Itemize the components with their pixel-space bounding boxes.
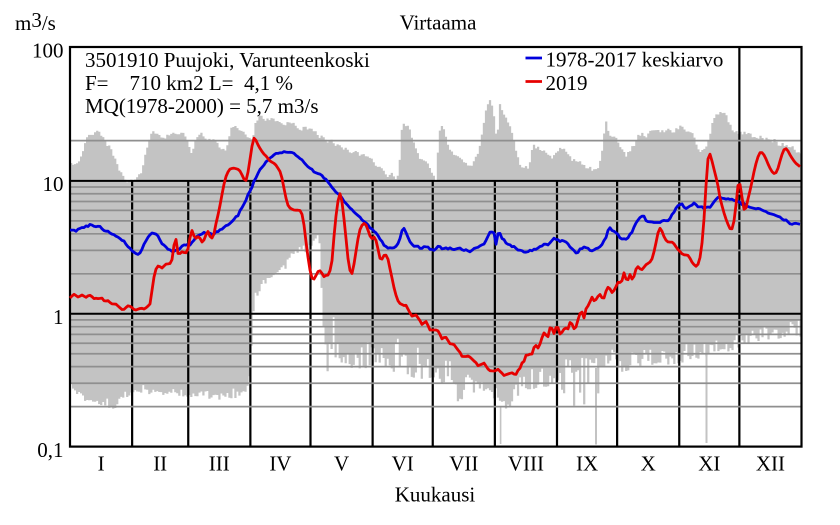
svg-text:Kuukausi: Kuukausi: [395, 483, 476, 507]
svg-text:2019: 2019: [546, 71, 588, 95]
svg-text:MQ(1978-2000) = 5,7 m3/s: MQ(1978-2000) = 5,7 m3/s: [85, 94, 319, 118]
svg-text:XII: XII: [756, 452, 785, 476]
svg-text:3501910 Puujoki, Varunteenkosk: 3501910 Puujoki, Varunteenkoski: [85, 48, 370, 72]
svg-text:0,1: 0,1: [37, 438, 63, 462]
svg-text:IX: IX: [576, 452, 598, 476]
svg-text:X: X: [641, 452, 656, 476]
svg-text:m3/s: m3/s: [15, 8, 56, 35]
svg-text:1: 1: [53, 305, 64, 329]
svg-text:100: 100: [32, 39, 64, 63]
svg-text:III: III: [209, 452, 230, 476]
svg-text:I: I: [98, 452, 105, 476]
svg-text:10: 10: [43, 172, 64, 196]
svg-text:1978-2017 keskiarvo: 1978-2017 keskiarvo: [546, 48, 724, 72]
svg-text:VI: VI: [392, 452, 414, 476]
svg-text:Virtaama: Virtaama: [400, 11, 478, 35]
svg-text:VIII: VIII: [508, 452, 544, 476]
svg-text:II: II: [153, 452, 167, 476]
svg-text:V: V: [334, 452, 349, 476]
svg-text:IV: IV: [269, 452, 291, 476]
svg-text:XI: XI: [698, 452, 720, 476]
svg-text:F= 710 km2 L= 4,1 %: F= 710 km2 L= 4,1 %: [85, 71, 293, 95]
svg-text:VII: VII: [449, 452, 478, 476]
